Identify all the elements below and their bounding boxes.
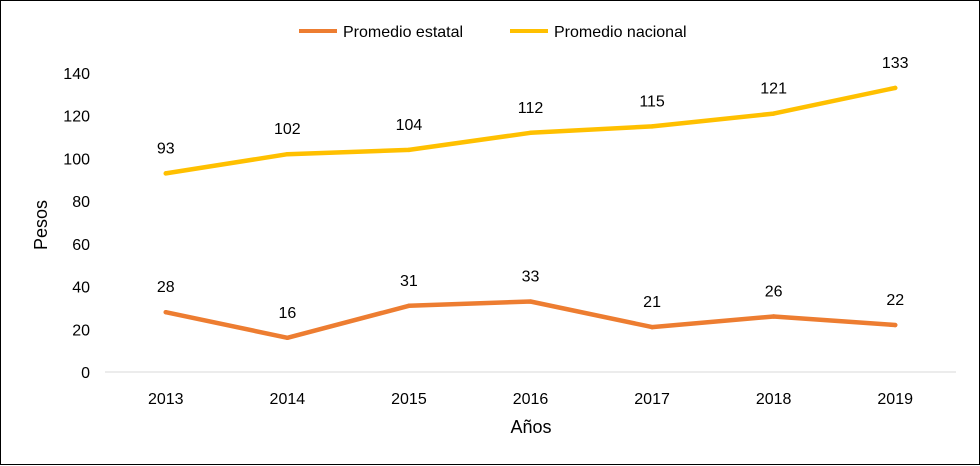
x-tick-label: 2016 (513, 391, 549, 408)
series-line-promedio-estatal (163, 299, 898, 341)
data-label: 22 (886, 292, 904, 309)
y-tick-label: 0 (81, 365, 90, 382)
data-point (649, 124, 655, 129)
data-point (406, 303, 412, 308)
chart-legend: Promedio estatal Promedio nacional (299, 24, 687, 41)
x-tick-label: 2014 (270, 391, 306, 408)
data-point (528, 130, 533, 135)
data-label: 33 (522, 269, 540, 286)
data-point (163, 171, 168, 176)
y-tick-label: 60 (72, 237, 90, 254)
data-label: 115 (639, 93, 665, 110)
data-label: 102 (274, 121, 301, 138)
y-tick-label: 80 (72, 194, 90, 211)
series-layer (163, 85, 898, 341)
data-point (285, 335, 290, 341)
y-tick-label: 100 (63, 151, 90, 168)
y-tick-label: 20 (72, 322, 90, 339)
data-point (771, 111, 776, 116)
y-tick-label: 40 (72, 280, 90, 297)
y-tick-label: 120 (63, 109, 90, 126)
data-label: 21 (643, 294, 661, 311)
data-label: 104 (396, 117, 423, 134)
data-point (163, 310, 168, 315)
data-label: 121 (760, 81, 787, 98)
x-tick-label: 2015 (391, 391, 427, 408)
data-point (893, 85, 898, 91)
data-point (771, 314, 776, 319)
data-label: 93 (157, 140, 175, 157)
x-tick-label: 2017 (634, 391, 670, 408)
data-point (649, 324, 655, 330)
x-tick-label: 2013 (148, 391, 184, 408)
data-label: 28 (157, 279, 175, 296)
data-label: 16 (278, 305, 296, 322)
data-label: 31 (400, 273, 418, 290)
data-label: 133 (882, 55, 909, 72)
x-axis-title: Años (510, 417, 551, 437)
y-axis-title: Pesos (31, 200, 51, 250)
data-point (528, 299, 533, 304)
data-point (406, 147, 412, 153)
data-point (285, 151, 290, 157)
legend-label-promedio-nacional: Promedio nacional (554, 24, 687, 41)
x-tick-label: 2019 (877, 391, 913, 408)
data-labels: 28 16 31 33 21 26 22 93 102 104 112 115 121 133 (157, 55, 909, 322)
x-tick-label: 2018 (756, 391, 792, 408)
legend-label-promedio-estatal: Promedio estatal (343, 24, 463, 41)
data-point (893, 322, 898, 328)
data-label: 112 (518, 100, 544, 117)
y-tick-label: 140 (63, 66, 90, 83)
data-label: 26 (765, 283, 783, 300)
axes: 0 20 40 60 80 100 120 140 2013 2014 2015 2016 2017 20… (63, 66, 956, 408)
